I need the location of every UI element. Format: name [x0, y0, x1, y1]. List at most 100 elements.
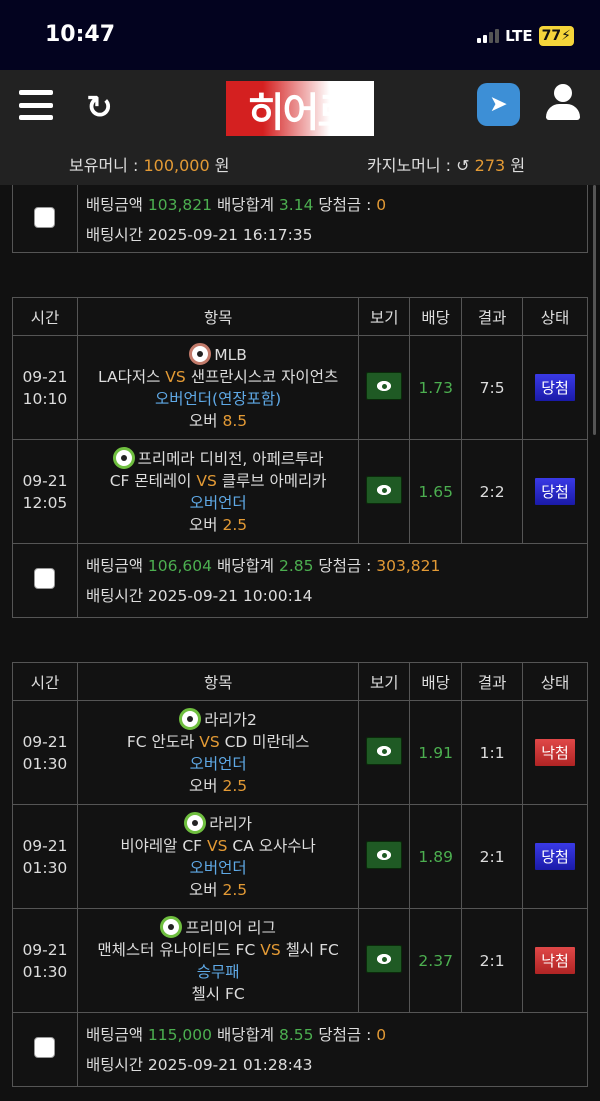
slip-summary: 배팅금액 106,604 배당합계 2.85 당첨금 : 303,821 배팅시… — [12, 543, 589, 618]
bet-time-label: 배팅시간 — [85, 225, 143, 244]
status-badge: 당첨 — [535, 478, 575, 505]
match-clock: 01:30 — [22, 962, 68, 981]
logo[interactable]: 히어로 — [226, 81, 374, 136]
match-date: 09-21 — [22, 471, 68, 490]
bet-slip: 시간 항목 보기 배당 결과 상태 09-21 01:30 라리가2 FC 안도라 VS C… — [12, 662, 589, 1087]
payout: 0 — [376, 195, 387, 214]
home-team: FC 안도라 — [126, 733, 195, 751]
result: 7:5 — [461, 335, 524, 440]
pick: 오버 — [189, 881, 218, 899]
status-cell: 당첨 — [522, 439, 588, 544]
status-cell: 낙첨 — [522, 700, 588, 805]
odds: 1.73 — [409, 335, 463, 440]
odds-total-label: 배당합계 — [216, 195, 274, 214]
market-type: 오버언더 — [189, 494, 247, 512]
payout: 0 — [376, 1025, 387, 1044]
away-team: 클루브 아메리카 — [221, 472, 327, 490]
column-header: 상태 — [522, 297, 588, 336]
line: 2.5 — [222, 516, 248, 534]
status-bar: 10:47 LTE 77⚡ — [0, 0, 600, 70]
column-header: 배당 — [409, 297, 463, 336]
table-row: 09-21 01:30 라리가 비야레알 CF VS CA 오사수나 오버언더 오… — [12, 804, 588, 909]
league-name: 프리미어 리그 — [185, 919, 276, 937]
slip-summary: 배팅금액 115,000 배당합계 8.55 당첨금 : 0 배팅시간 2025… — [12, 1012, 589, 1087]
view-eye-button[interactable] — [366, 840, 403, 869]
market-type: 오버언더(연장포함) — [155, 390, 282, 408]
odds-total: 8.55 — [278, 1025, 314, 1044]
match-time: 09-21 10:10 — [12, 335, 78, 440]
menu-icon[interactable] — [19, 90, 53, 120]
status-cell: 당첨 — [522, 335, 588, 440]
battery-level: 77 — [541, 28, 562, 44]
network-label: LTE — [505, 27, 533, 45]
view-eye-button[interactable] — [366, 736, 403, 765]
column-header: 시간 — [12, 297, 78, 336]
baseball-icon — [189, 343, 212, 365]
match-item: 프리메라 디비전, 아페르투라 CF 몬테레이 VS 클루브 아메리카 오버언더… — [76, 439, 360, 544]
select-checkbox[interactable] — [34, 207, 56, 228]
line: 8.5 — [222, 412, 248, 430]
line: 2.5 — [222, 881, 248, 899]
user-icon[interactable] — [546, 84, 580, 122]
soccer-icon — [160, 916, 183, 938]
odds: 1.91 — [409, 700, 463, 805]
column-header: 결과 — [461, 297, 524, 336]
table-header: 시간 항목 보기 배당 결과 상태 — [12, 297, 588, 336]
view-cell — [358, 804, 411, 909]
away-team: 샌프란시스코 자이언츠 — [190, 368, 339, 386]
payout-label: 당첨금 : — [318, 1025, 372, 1044]
telegram-icon[interactable]: ➤ — [477, 83, 520, 126]
league-name: 프리메라 디비전, 아페르투라 — [137, 450, 324, 468]
vs-label: VS — [165, 368, 186, 386]
away-team: CA 오사수나 — [232, 837, 316, 855]
table-header: 시간 항목 보기 배당 결과 상태 — [12, 662, 588, 701]
casino-balance: 카지노머니 : ↺ 273 원 — [367, 152, 525, 176]
select-checkbox[interactable] — [34, 568, 56, 589]
bet-amount: 103,821 — [147, 195, 212, 214]
odds: 1.65 — [409, 439, 463, 544]
match-date: 09-21 — [22, 732, 68, 751]
bet-amount-label: 배팅금액 — [85, 556, 143, 575]
scrollbar[interactable] — [593, 185, 596, 435]
battery-icon: 77⚡ — [538, 26, 574, 46]
odds: 1.89 — [409, 804, 463, 909]
match-clock: 01:30 — [22, 858, 68, 877]
match-clock: 10:10 — [22, 389, 68, 408]
home-team: 맨체스터 유나이티드 FC — [97, 941, 256, 959]
match-time: 09-21 01:30 — [12, 804, 78, 909]
match-item: MLB LA다저스 VS 샌프란시스코 자이언츠 오버언더(연장포함) 오버 8… — [76, 335, 360, 440]
view-cell — [358, 335, 411, 440]
balance-value: 100,000 — [143, 156, 210, 175]
casino-refresh-icon[interactable]: ↺ — [456, 156, 470, 175]
status-badge: 낙첨 — [535, 947, 575, 974]
view-eye-button[interactable] — [366, 944, 403, 973]
pick: 첼시 FC — [191, 985, 245, 1003]
bet-time-label: 배팅시간 — [85, 1055, 143, 1074]
league-name: 라리가 — [209, 815, 252, 833]
home-team: 비야레알 CF — [120, 837, 203, 855]
match-item: 라리가 비야레알 CF VS CA 오사수나 오버언더 오버 2.5 — [76, 804, 360, 909]
market-type: 승무패 — [196, 963, 240, 981]
match-clock: 12:05 — [22, 493, 68, 512]
column-header: 항목 — [76, 662, 360, 701]
match-clock: 01:30 — [22, 754, 68, 773]
view-eye-button[interactable] — [366, 371, 403, 400]
refresh-icon[interactable]: ↻ — [86, 88, 113, 126]
select-checkbox[interactable] — [34, 1037, 56, 1058]
pick: 오버 — [189, 412, 218, 430]
odds-total: 3.14 — [278, 195, 314, 214]
odds-total-label: 배당합계 — [216, 556, 275, 575]
view-cell — [358, 908, 411, 1013]
payout-label: 당첨금 : — [318, 195, 372, 214]
table-row: 09-21 12:05 프리메라 디비전, 아페르투라 CF 몬테레이 VS 클루… — [12, 439, 588, 544]
logo-text: 히어로 — [247, 89, 354, 136]
view-cell — [358, 439, 411, 544]
status-badge: 당첨 — [535, 374, 575, 401]
league-name: 라리가2 — [204, 711, 257, 729]
view-eye-button[interactable] — [366, 475, 403, 504]
result: 2:2 — [461, 439, 524, 544]
payout-label: 당첨금 : — [318, 556, 372, 575]
status-cell: 당첨 — [522, 804, 588, 909]
result: 1:1 — [461, 700, 524, 805]
result: 2:1 — [461, 804, 524, 909]
